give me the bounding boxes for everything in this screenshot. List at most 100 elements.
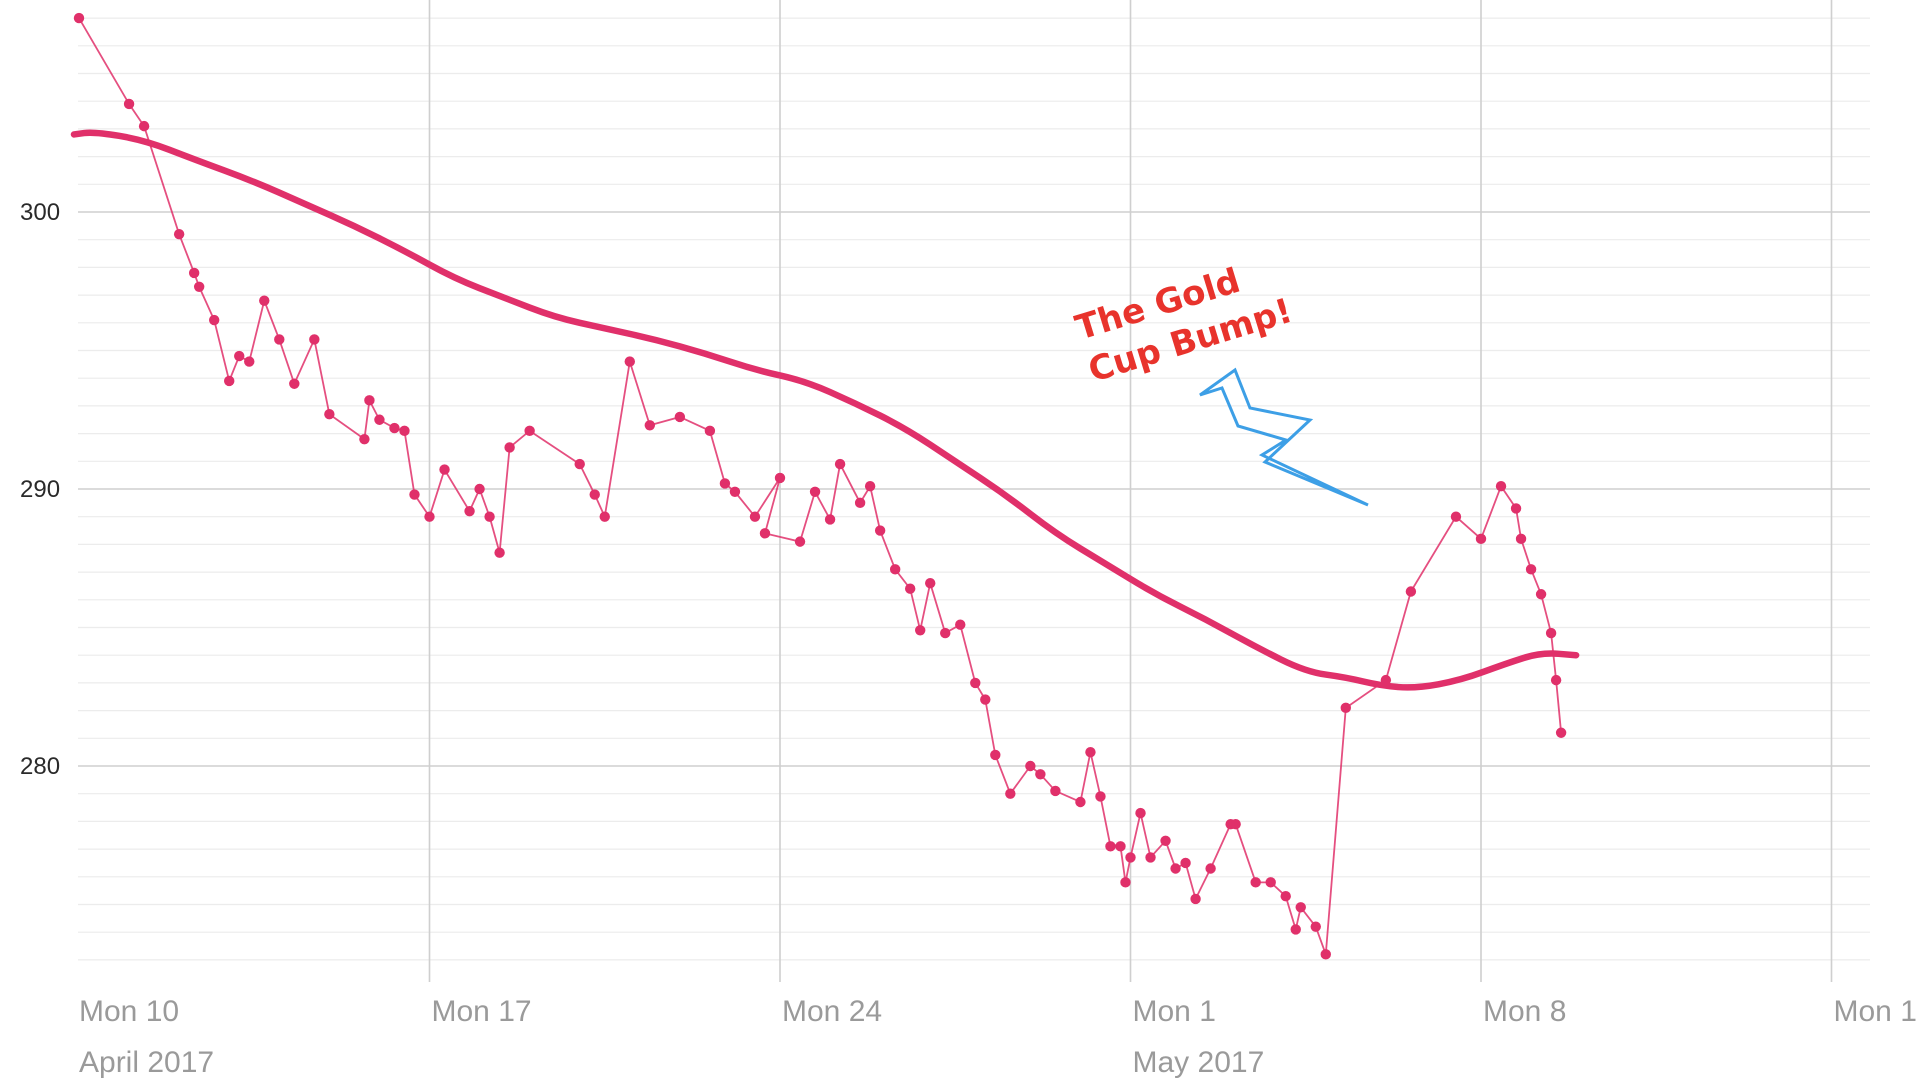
daily-point [674, 411, 686, 423]
daily-point [123, 98, 135, 110]
daily-point [1525, 564, 1537, 575]
daily-point [824, 514, 836, 525]
daily-point [1405, 586, 1417, 597]
daily-point [1120, 877, 1131, 888]
daily-point [1145, 852, 1156, 863]
daily-point [749, 511, 761, 522]
daily-point [439, 464, 450, 475]
daily-point [484, 511, 495, 522]
daily-point [364, 395, 375, 406]
x-tick-label: Mon 24 [782, 995, 882, 1028]
daily-point [1180, 857, 1191, 869]
daily-point [474, 483, 485, 495]
annotation: The Gold Cup Bump! [1071, 261, 1369, 507]
daily-point [834, 458, 846, 470]
daily-point [494, 547, 505, 558]
minor-gridlines [78, 17, 1870, 961]
daily-point [1035, 769, 1046, 780]
daily-point [980, 694, 991, 705]
daily-point [1115, 841, 1126, 852]
daily-point [234, 350, 245, 362]
daily-point [73, 12, 85, 24]
daily-point [1160, 835, 1171, 846]
daily-point [990, 749, 1001, 761]
daily-point [955, 619, 966, 630]
daily-point [1085, 746, 1096, 758]
daily-point [794, 536, 806, 547]
daily-point [1290, 924, 1301, 935]
x-tick-label: Mon 17 [432, 995, 532, 1028]
daily-point [188, 267, 200, 279]
daily-point [1135, 807, 1146, 819]
daily-point [1310, 921, 1321, 932]
daily-point [874, 525, 886, 536]
daily-point [309, 334, 320, 345]
daily-point [644, 420, 656, 431]
daily-point [915, 625, 926, 636]
daily-point [1230, 818, 1241, 830]
daily-point [1205, 863, 1216, 874]
daily-point [809, 486, 821, 497]
x-axis: Mon 10 April 2017 Mon 17 Mon 24 Mon 1 May 201… [79, 995, 1918, 1079]
daily-point [1105, 841, 1116, 852]
daily-point [208, 314, 220, 326]
daily-point [624, 356, 635, 367]
daily-point [359, 433, 370, 445]
daily-point [399, 425, 410, 437]
y-tick-label: 300 [20, 199, 60, 226]
daily-point [524, 425, 535, 437]
daily-point [324, 409, 335, 420]
daily-point [424, 511, 435, 522]
y-tick-label: 290 [20, 476, 60, 503]
daily-point [1550, 674, 1562, 686]
daily-point [1450, 511, 1462, 522]
x-tick-label: Mon 1 [1133, 995, 1216, 1028]
daily-point [1495, 481, 1507, 492]
daily-point [1025, 760, 1036, 772]
daily-point [864, 481, 876, 492]
daily-point [970, 677, 981, 689]
daily-point [1295, 902, 1306, 913]
y-axis: 280 290 300 [20, 199, 60, 780]
daily-point [1095, 791, 1106, 802]
daily-point [589, 489, 600, 500]
daily-point [1535, 589, 1547, 600]
daily-point [374, 414, 385, 425]
daily-point [904, 583, 916, 594]
daily-point [704, 425, 716, 437]
smoothed-series [70, 129, 1580, 691]
daily-point [274, 334, 285, 345]
daily-point [138, 120, 150, 132]
x-tick-label: Mon 8 [1483, 995, 1566, 1028]
x-tick-label: Mon 15 [1834, 995, 1918, 1028]
daily-point [1340, 702, 1352, 714]
daily-point [1475, 533, 1487, 545]
daily-point [224, 375, 235, 387]
x-tick-label: Mon 10 [79, 995, 179, 1028]
daily-point [1515, 533, 1527, 545]
daily-point [889, 564, 901, 575]
daily-point [940, 627, 951, 639]
daily-point [389, 422, 400, 434]
daily-point [1190, 893, 1201, 905]
daily-point [1170, 863, 1181, 874]
x-tick-sublabel: April 2017 [79, 1046, 214, 1079]
daily-point [1280, 890, 1291, 902]
daily-point [504, 442, 515, 453]
daily-point [289, 378, 300, 389]
daily-point [599, 511, 610, 522]
daily-point [1510, 503, 1522, 514]
daily-point [1125, 852, 1136, 863]
daily-point [759, 528, 771, 539]
daily-point [1320, 949, 1331, 960]
smoothed-series-line [70, 129, 1580, 691]
daily-point [409, 489, 420, 500]
daily-point [1545, 627, 1557, 639]
daily-point [1005, 788, 1016, 799]
y-tick-label: 280 [20, 753, 60, 780]
daily-point [1075, 796, 1086, 808]
daily-point [1555, 727, 1567, 738]
major-gridlines [78, 0, 1870, 982]
daily-point [1050, 785, 1061, 797]
